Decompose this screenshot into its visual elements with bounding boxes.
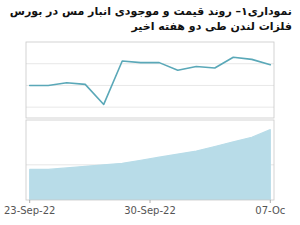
x-tick — [150, 200, 151, 203]
area — [30, 130, 271, 200]
chart-svg: 23-Sep-22 30-Sep-22 07-Oc — [0, 38, 300, 225]
plot-area — [30, 57, 271, 104]
x-tick — [29, 200, 30, 203]
line — [30, 57, 271, 104]
x-tick-label: 07-Oc — [255, 205, 285, 216]
frame — [26, 42, 274, 118]
title: نموداری۱– روند قیمت و موجودی انبار مس در… — [0, 0, 300, 38]
panel-1: 23-Sep-22 30-Sep-22 07-Oc — [4, 120, 285, 216]
x-tick — [270, 200, 271, 203]
panel-0 — [26, 42, 274, 118]
x-tick-label: 23-Sep-22 — [4, 205, 56, 216]
grid-line — [26, 85, 274, 86]
x-tick-label: 30-Sep-22 — [124, 205, 176, 216]
grid-line — [26, 107, 274, 108]
plot-area — [30, 130, 271, 200]
frame — [26, 120, 274, 200]
